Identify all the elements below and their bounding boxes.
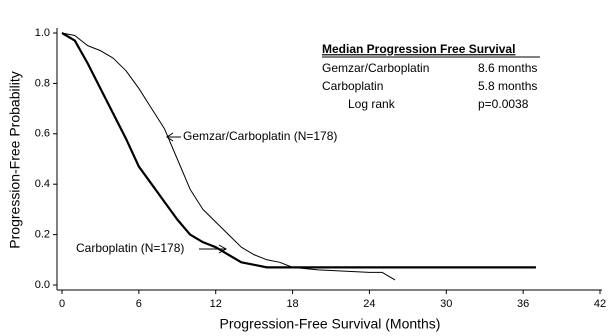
x-tick-label: 42	[594, 298, 606, 310]
table-title: Median Progression Free Survival	[322, 42, 515, 56]
x-tick-label: 36	[517, 298, 529, 310]
y-tick-label: 0.0	[35, 279, 50, 291]
table-value: p=0.0038	[478, 97, 529, 111]
y-axis-label: Progression-Free Probability	[7, 71, 23, 248]
series-label: Carboplatin (N=178)	[76, 241, 184, 255]
survival-curve	[61, 32, 536, 269]
x-tick-label: 12	[210, 298, 222, 310]
survival-curve	[61, 32, 396, 281]
y-tick-label: 1.0	[35, 27, 50, 39]
x-tick-label: 18	[286, 298, 298, 310]
table-label: Gemzar/Carboplatin	[322, 61, 429, 75]
y-tick-label: 0.4	[35, 178, 50, 190]
series-label: Gemzar/Carboplatin (N=178)	[183, 129, 337, 143]
x-tick-label: 30	[440, 298, 452, 310]
arrow	[166, 132, 181, 142]
x-tick-label: 6	[136, 298, 142, 310]
table-label: Log rank	[348, 97, 396, 111]
y-tick-label: 0.8	[35, 77, 50, 89]
x-axis-label: Progression-Free Survival (Months)	[220, 316, 441, 332]
y-tick-label: 0.6	[35, 128, 50, 140]
table-label: Carboplatin	[322, 79, 383, 93]
table-value: 5.8 months	[478, 79, 537, 93]
x-tick-label: 24	[363, 298, 375, 310]
table-value: 8.6 months	[478, 61, 537, 75]
y-tick-label: 0.2	[35, 229, 50, 241]
x-tick-label: 0	[59, 298, 65, 310]
